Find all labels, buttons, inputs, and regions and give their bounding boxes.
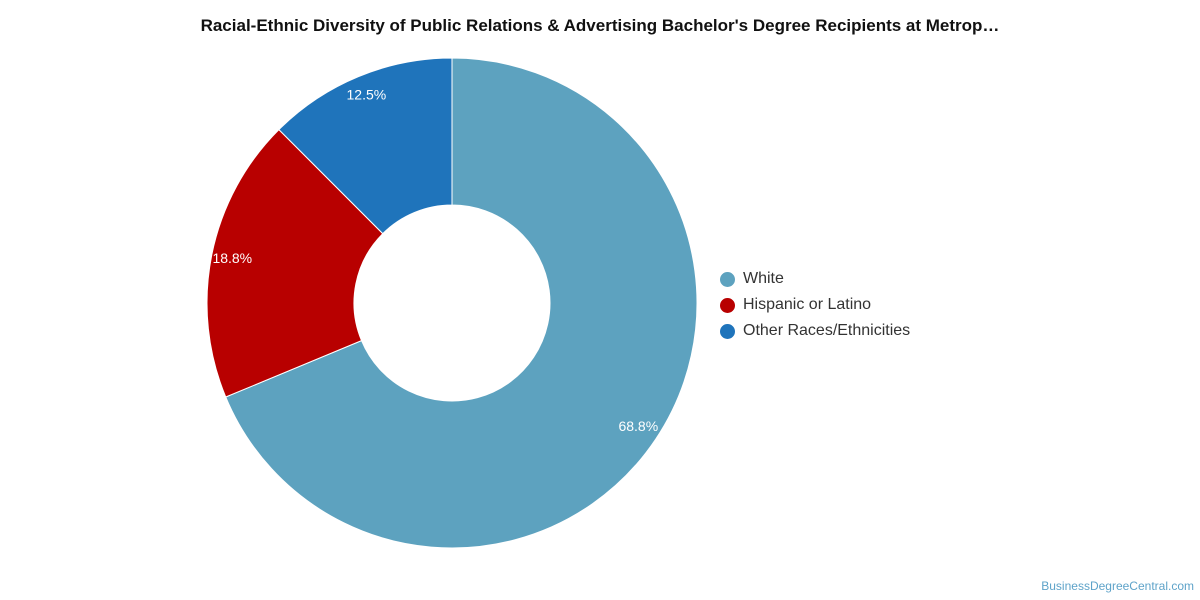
watermark: BusinessDegreeCentral.com — [1041, 579, 1194, 593]
legend-label-other-races-ethnicities: Other Races/Ethnicities — [743, 322, 911, 339]
slice-label-other-races-ethnicities: 12.5% — [347, 87, 387, 103]
legend-item-hispanic-or-latino[interactable]: Hispanic or Latino — [720, 292, 910, 318]
chart-title: Racial-Ethnic Diversity of Public Relati… — [200, 16, 1000, 35]
legend-label-hispanic-or-latino: Hispanic or Latino — [743, 296, 872, 313]
slice-white[interactable] — [225, 57, 698, 549]
legend-swatch-white — [720, 271, 735, 287]
slice-label-hispanic-or-latino: 18.8% — [212, 250, 252, 266]
legend-swatch-other-races-ethnicities — [720, 323, 735, 339]
legend-item-white[interactable]: White — [720, 266, 910, 292]
slice-hispanic-or-latino[interactable] — [206, 128, 384, 398]
legend-item-other-races-ethnicities[interactable]: Other Races/Ethnicities — [720, 318, 910, 344]
legend-swatch-hispanic-or-latino — [720, 297, 735, 313]
slice-other-races-ethnicities[interactable] — [278, 57, 453, 235]
legend: White Hispanic or Latino Other Races/Eth… — [720, 266, 910, 344]
legend-label-white: White — [743, 270, 784, 287]
slice-label-white: 68.8% — [618, 418, 658, 434]
